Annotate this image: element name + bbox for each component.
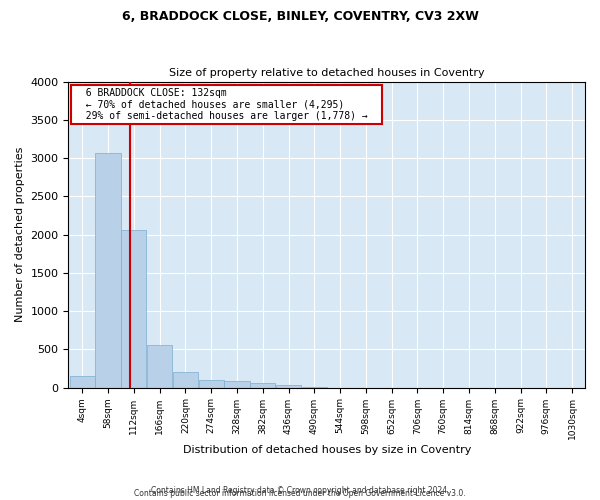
Title: Size of property relative to detached houses in Coventry: Size of property relative to detached ho… (169, 68, 485, 78)
Text: 6 BRADDOCK CLOSE: 132sqm  
  ← 70% of detached houses are smaller (4,295)  
  29: 6 BRADDOCK CLOSE: 132sqm ← 70% of detach… (74, 88, 379, 121)
Bar (224, 382, 250, 388)
Text: Contains HM Land Registry data © Crown copyright and database right 2024.: Contains HM Land Registry data © Crown c… (151, 486, 449, 495)
Bar (70, 376, 95, 388)
Text: 6, BRADDOCK CLOSE, BINLEY, COVENTRY, CV3 2XW: 6, BRADDOCK CLOSE, BINLEY, COVENTRY, CV3… (122, 10, 478, 23)
Bar (276, 386, 301, 388)
Bar (173, 372, 198, 388)
Bar (121, 230, 146, 388)
Text: Contains public sector information licensed under the Open Government Licence v3: Contains public sector information licen… (134, 488, 466, 498)
Bar (199, 380, 224, 388)
Bar (302, 387, 327, 388)
X-axis label: Distribution of detached houses by size in Coventry: Distribution of detached houses by size … (182, 445, 471, 455)
Bar (95, 154, 121, 388)
Y-axis label: Number of detached properties: Number of detached properties (15, 147, 25, 322)
Bar (250, 384, 275, 388)
Bar (147, 345, 172, 388)
